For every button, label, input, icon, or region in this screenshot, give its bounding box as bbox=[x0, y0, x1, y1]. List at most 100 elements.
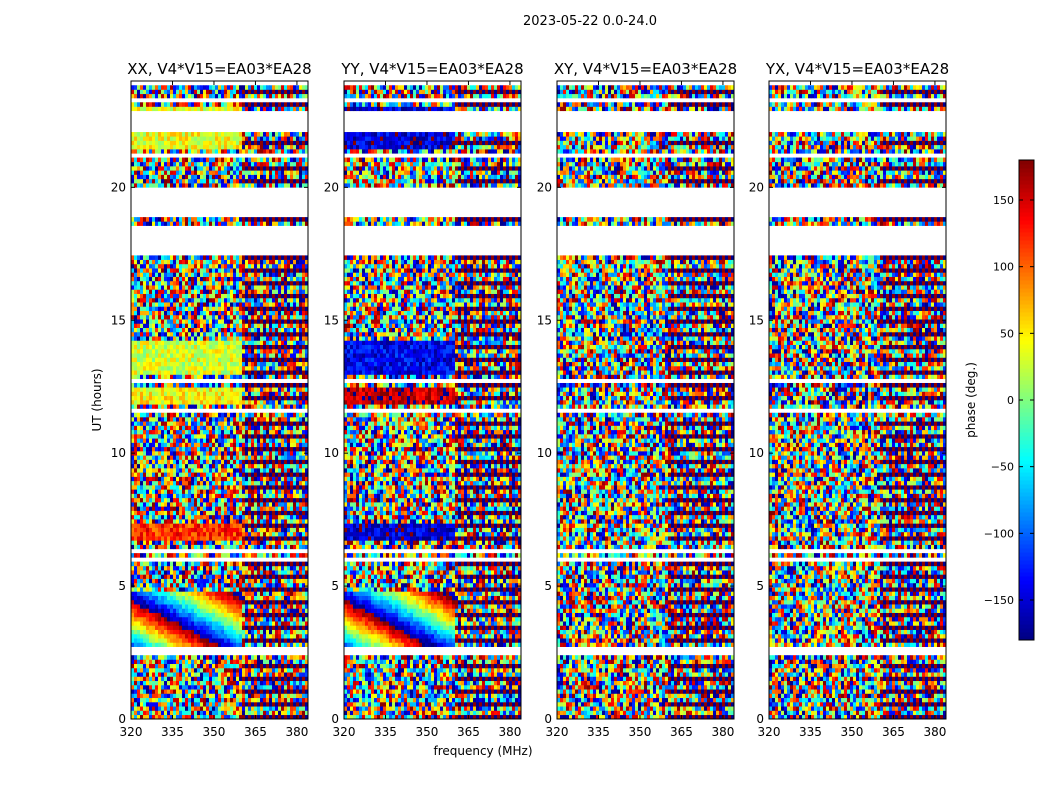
data-cell bbox=[158, 459, 162, 465]
data-cell bbox=[158, 480, 162, 486]
data-cell bbox=[173, 387, 177, 392]
data-cell bbox=[164, 604, 168, 609]
data-cell bbox=[209, 404, 213, 409]
data-cell bbox=[140, 616, 144, 622]
data-cell bbox=[179, 608, 183, 613]
data-cell bbox=[248, 506, 252, 511]
data-cell bbox=[215, 421, 219, 426]
data-cell bbox=[146, 621, 150, 626]
data-cell bbox=[182, 621, 186, 626]
data-cell bbox=[278, 336, 282, 341]
data-cell bbox=[272, 382, 276, 388]
data-cell bbox=[266, 438, 270, 443]
data-cell bbox=[305, 489, 309, 494]
data-cell bbox=[203, 574, 207, 579]
data-cell bbox=[305, 527, 309, 533]
data-cell bbox=[242, 387, 246, 392]
data-cell bbox=[236, 365, 240, 371]
data-cell bbox=[200, 472, 204, 477]
data-cell bbox=[164, 459, 168, 465]
data-cell bbox=[269, 336, 273, 341]
data-cell bbox=[137, 544, 141, 550]
data-cell bbox=[182, 604, 186, 609]
data-cell bbox=[245, 582, 249, 588]
data-cell bbox=[173, 400, 177, 405]
data-cell bbox=[278, 417, 282, 422]
data-cell bbox=[200, 570, 204, 575]
data-cell bbox=[218, 659, 222, 664]
data-cell bbox=[293, 519, 297, 524]
data-cell bbox=[275, 357, 279, 363]
data-cell bbox=[185, 680, 189, 686]
data-cell bbox=[131, 417, 135, 422]
data-cell bbox=[242, 374, 246, 380]
data-cell bbox=[194, 361, 198, 367]
data-cell bbox=[278, 412, 282, 418]
data-cell bbox=[278, 531, 282, 537]
data-cell bbox=[200, 519, 204, 524]
data-cell bbox=[236, 595, 240, 601]
data-cell bbox=[194, 604, 198, 609]
data-cell bbox=[221, 336, 225, 341]
data-cell bbox=[200, 710, 204, 716]
data-cell bbox=[143, 591, 147, 596]
data-cell bbox=[230, 429, 234, 435]
data-cell bbox=[245, 370, 249, 375]
data-cell bbox=[176, 672, 180, 677]
data-cell bbox=[170, 421, 174, 426]
data-cell bbox=[299, 604, 303, 609]
data-cell bbox=[242, 706, 246, 711]
data-cell bbox=[191, 612, 195, 618]
data-cell bbox=[182, 434, 186, 439]
data-cell bbox=[134, 629, 138, 635]
data-cell bbox=[278, 599, 282, 605]
data-cell bbox=[236, 693, 240, 699]
data-cell bbox=[278, 621, 282, 626]
data-cell bbox=[137, 451, 141, 456]
data-cell bbox=[290, 463, 294, 469]
data-cell bbox=[290, 676, 294, 682]
data-cell bbox=[302, 621, 306, 626]
data-cell bbox=[290, 425, 294, 431]
data-cell bbox=[134, 710, 138, 716]
data-cell bbox=[284, 553, 288, 558]
data-cell bbox=[155, 684, 159, 690]
data-cell bbox=[149, 395, 153, 401]
data-cell bbox=[149, 574, 153, 579]
data-cell bbox=[140, 451, 144, 456]
data-cell bbox=[164, 523, 168, 528]
data-cell bbox=[260, 429, 264, 435]
data-cell bbox=[197, 417, 201, 422]
data-cell bbox=[212, 570, 216, 575]
data-cell bbox=[164, 693, 168, 699]
data-cell bbox=[206, 451, 210, 456]
data-cell bbox=[281, 493, 285, 499]
data-cell bbox=[245, 599, 249, 605]
data-cell bbox=[206, 476, 210, 482]
data-cell bbox=[155, 336, 159, 341]
data-cell bbox=[275, 710, 279, 716]
data-cell bbox=[242, 710, 246, 716]
data-cell bbox=[248, 676, 252, 682]
data-cell bbox=[176, 336, 180, 341]
data-cell bbox=[185, 612, 189, 618]
data-cell bbox=[302, 523, 306, 528]
data-cell bbox=[257, 680, 261, 686]
data-cell bbox=[215, 434, 219, 439]
data-cell bbox=[209, 497, 213, 503]
data-cell bbox=[227, 553, 231, 558]
data-cell bbox=[236, 565, 240, 571]
data-cell bbox=[134, 446, 138, 452]
data-cell bbox=[137, 659, 141, 664]
data-cell bbox=[146, 421, 150, 426]
data-cell bbox=[131, 340, 135, 345]
data-cell bbox=[158, 340, 162, 345]
data-cell bbox=[263, 676, 267, 682]
data-cell bbox=[206, 370, 210, 375]
data-cell bbox=[191, 425, 195, 431]
data-cell bbox=[155, 361, 159, 367]
data-cell bbox=[140, 365, 144, 371]
data-cell bbox=[215, 710, 219, 716]
data-cell bbox=[251, 693, 255, 699]
data-cell bbox=[188, 655, 192, 660]
